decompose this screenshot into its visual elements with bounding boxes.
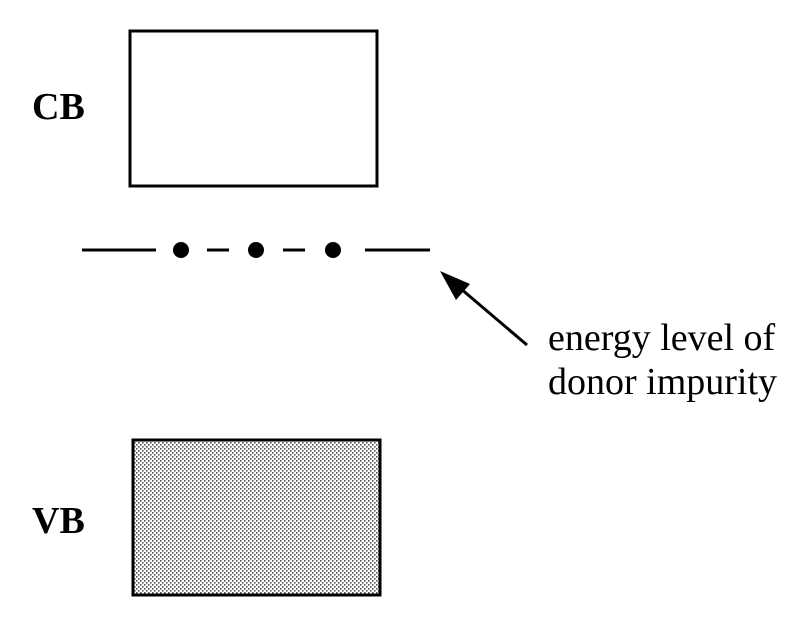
conduction-band-label: CB bbox=[32, 86, 85, 128]
donor-dot bbox=[173, 242, 189, 258]
conduction-band-box bbox=[128, 29, 379, 188]
donor-level-annotation: energy level of donor impurity bbox=[548, 316, 777, 404]
donor-dot bbox=[248, 242, 264, 258]
donor-dot bbox=[325, 242, 341, 258]
arrowhead-icon bbox=[440, 271, 470, 300]
annotation-line-1: energy level of bbox=[548, 317, 776, 359]
valence-band-box bbox=[131, 438, 382, 597]
annotation-line-2: donor impurity bbox=[548, 361, 778, 403]
valence-band-label: VB bbox=[32, 500, 85, 542]
